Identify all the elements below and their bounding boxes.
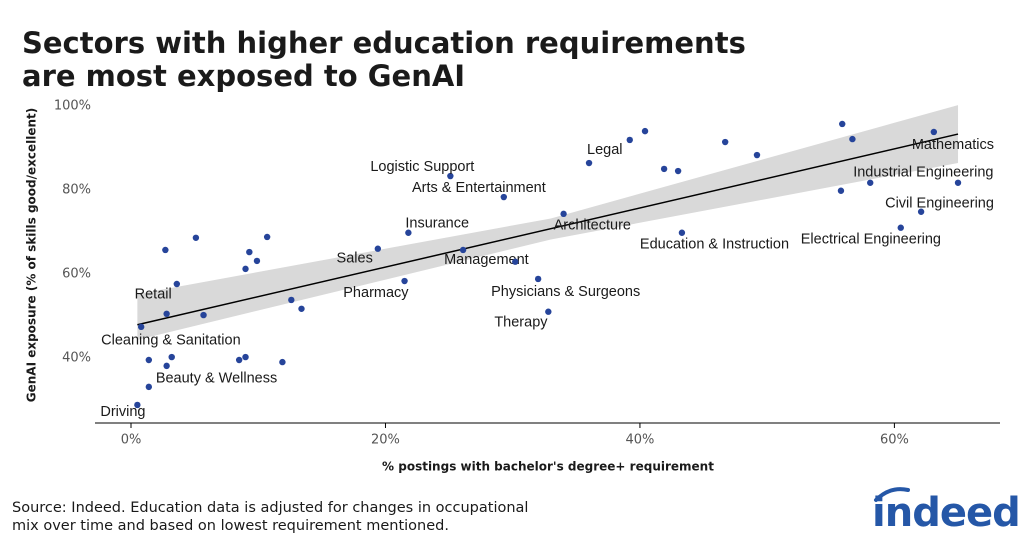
point xyxy=(930,128,938,136)
point xyxy=(459,246,467,254)
point xyxy=(897,224,904,231)
trend-line xyxy=(137,133,959,326)
point xyxy=(279,358,286,366)
point xyxy=(168,353,175,361)
point-label: Cleaning & Sanitation xyxy=(101,333,240,349)
point-label: Education & Instruction xyxy=(640,237,789,253)
x-tick-label: 20% xyxy=(371,433,400,448)
point xyxy=(405,229,412,236)
point xyxy=(298,305,305,312)
y-tick-label: 80% xyxy=(62,182,91,197)
point-label: Legal xyxy=(587,142,622,158)
point xyxy=(173,280,181,288)
point-label: Physicians & Surgeons xyxy=(491,284,640,300)
point-label: Logistic Support xyxy=(370,159,474,175)
point xyxy=(145,383,153,391)
y-tick-label: 40% xyxy=(62,350,91,365)
point xyxy=(447,172,454,180)
point xyxy=(263,233,271,241)
source-note: mix over time and based on lowest requir… xyxy=(12,518,449,534)
point xyxy=(660,165,668,173)
point xyxy=(545,308,552,315)
point xyxy=(246,248,253,256)
confidence-band xyxy=(137,105,959,340)
point xyxy=(242,353,249,361)
point xyxy=(145,356,153,364)
point xyxy=(674,167,682,175)
point xyxy=(200,311,207,319)
y-tick-label: 60% xyxy=(62,266,91,281)
point xyxy=(242,265,249,273)
point xyxy=(162,246,169,254)
logo[interactable]: indeed xyxy=(872,490,1021,536)
point xyxy=(137,323,145,331)
point xyxy=(678,229,686,236)
point xyxy=(560,210,567,218)
point-label: Management xyxy=(444,252,529,268)
point xyxy=(917,208,925,215)
x-tick-label: 60% xyxy=(880,433,909,448)
y-axis-label: GenAI exposure (% of skills good/excelle… xyxy=(25,108,39,403)
logo-arc xyxy=(874,487,910,502)
point xyxy=(753,151,761,159)
point xyxy=(837,187,845,194)
point xyxy=(641,127,649,135)
point xyxy=(288,296,295,304)
point-label: Beauty & Wellness xyxy=(156,371,277,387)
x-tick-label: 0% xyxy=(121,433,142,448)
point xyxy=(163,362,170,370)
point-label: Mathematics xyxy=(912,137,994,153)
point-label: Arts & Entertainment xyxy=(412,180,546,196)
point xyxy=(253,257,261,265)
point xyxy=(867,179,874,186)
point-label: Retail xyxy=(135,287,172,303)
point-label: Architecture xyxy=(554,218,631,234)
point xyxy=(235,356,243,364)
point xyxy=(626,136,633,144)
point-label: Insurance xyxy=(405,216,469,232)
point-label: Driving xyxy=(100,404,145,420)
x-axis-label: % postings with bachelor's degree+ requi… xyxy=(382,460,714,474)
point xyxy=(839,120,846,128)
point-label: Sales xyxy=(337,251,373,267)
point xyxy=(954,179,962,186)
point-label: Civil Engineering xyxy=(885,196,994,212)
point xyxy=(163,310,170,318)
x-tick-label: 40% xyxy=(625,433,654,448)
chart-title: Sectors with higher education requiremen… xyxy=(22,26,746,60)
point xyxy=(512,258,519,265)
point xyxy=(192,234,200,241)
point-label: Electrical Engineering xyxy=(801,232,941,248)
chart-title: are most exposed to GenAI xyxy=(22,59,465,93)
point xyxy=(849,135,856,143)
point xyxy=(134,401,141,409)
y-tick-label: 100% xyxy=(54,98,91,113)
point xyxy=(374,245,382,252)
point-label: Pharmacy xyxy=(343,285,409,301)
point-label: Industrial Engineering xyxy=(853,165,993,181)
point xyxy=(721,138,729,146)
point xyxy=(401,277,408,285)
point xyxy=(500,193,507,201)
point xyxy=(534,275,542,283)
point-label: Therapy xyxy=(494,315,548,331)
source-note: Source: Indeed. Education data is adjust… xyxy=(12,500,528,516)
point xyxy=(585,159,593,167)
